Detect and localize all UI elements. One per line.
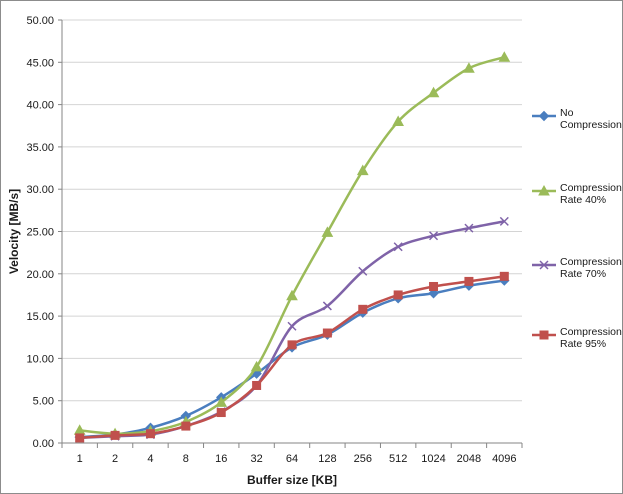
data-point-compression-rate-95 [429,281,439,291]
x-tick-label: 2 [112,453,118,465]
data-point-compression-rate-40 [215,396,228,407]
x-tick-label: 4096 [492,453,516,465]
legend-label: No [560,107,574,119]
legend-marker [539,330,549,340]
data-point-compression-rate-95 [393,290,403,300]
data-point-compression-rate-70 [287,321,297,331]
series-group [73,51,511,443]
legend-label: Compression [560,119,622,131]
gridlines [58,19,522,444]
series-compression-rate-70 [75,216,509,443]
data-point-compression-rate-40 [392,115,405,127]
x-tick-label: 512 [389,453,407,465]
series-line-compression-rate-70 [79,220,505,440]
x-tick-label: 2048 [457,453,481,465]
data-point-compression-rate-70 [499,216,509,226]
data-point-compression-rate-95 [287,340,297,350]
data-point-compression-rate-95 [75,433,85,443]
series-compression-rate-95 [75,271,509,443]
legend-label: Rate 95% [560,338,606,350]
x-tick-label: 256 [354,453,372,465]
y-tick-labels: 0.00 5.00 10.00 15.00 20.00 25.00 30.00 35.00 40… [26,15,54,450]
legend-marker [539,260,549,270]
data-point-compression-rate-95 [110,430,120,440]
legend-label: Compression [560,326,622,338]
series-line-compression-rate-40 [79,56,505,435]
data-point-compression-rate-95 [322,328,332,338]
data-point-compression-rate-40 [356,164,369,176]
y-tick-label: 30.00 [26,184,54,196]
data-point-compression-rate-40 [463,62,475,73]
data-point-compression-rate-40 [498,51,511,62]
x-tick-labels: 1 2 4 8 16 32 64 128 256 512 1024 2048 4096 [77,453,517,465]
data-point-compression-rate-40 [286,289,298,301]
data-point-compression-rate-95 [216,408,226,418]
y-tick-label: 40.00 [26,100,54,112]
data-point-compression-rate-40 [427,86,440,98]
x-tick-label: 1 [77,453,83,465]
legend-label: Compression [560,256,622,268]
y-tick-label: 35.00 [26,142,54,154]
y-tick-label: 25.00 [26,227,54,239]
data-point-compression-rate-95 [181,421,191,431]
y-tick-label: 20.00 [26,269,54,281]
data-point-compression-rate-95 [145,429,155,439]
y-axis-title: Velocity [MB/s] [7,189,21,274]
y-tick-label: 50.00 [26,15,54,27]
data-point-compression-rate-95 [464,276,474,286]
x-tick-label: 32 [250,453,262,465]
x-tick-label: 16 [215,453,227,465]
x-tick-label: 4 [147,453,153,465]
data-point-compression-rate-70 [393,242,403,252]
data-point-compression-rate-70 [358,266,368,276]
x-tick-label: 8 [183,453,189,465]
data-point-compression-rate-70 [322,301,332,311]
y-tick-label: 10.00 [26,353,54,365]
data-point-compression-rate-70 [464,223,474,233]
data-point-compression-rate-95 [252,380,262,390]
legend-label: Compression [560,182,622,194]
x-tick-label: 64 [286,453,298,465]
data-point-compression-rate-70 [429,231,439,241]
data-point-no-compression [428,288,439,299]
y-tick-label: 0.00 [33,438,54,450]
series-compression-rate-40 [73,51,511,439]
x-tick-label: 1024 [421,453,445,465]
data-point-compression-rate-95 [499,271,509,281]
data-point-compression-rate-40 [250,360,263,372]
y-tick-label: 15.00 [26,311,54,323]
x-tick-label: 128 [318,453,336,465]
series-line-compression-rate-95 [79,275,505,440]
data-point-compression-rate-95 [358,304,368,314]
y-tick-label: 5.00 [33,396,54,408]
x-axis-title: Buffer size [KB] [247,473,337,487]
axes [61,20,523,448]
y-tick-label: 45.00 [26,57,54,69]
data-point-compression-rate-40 [321,226,334,237]
legend-label: Rate 40% [560,194,606,206]
legend-label: Rate 70% [560,268,606,280]
legend-marker [538,110,550,122]
legend-marker [538,184,550,196]
